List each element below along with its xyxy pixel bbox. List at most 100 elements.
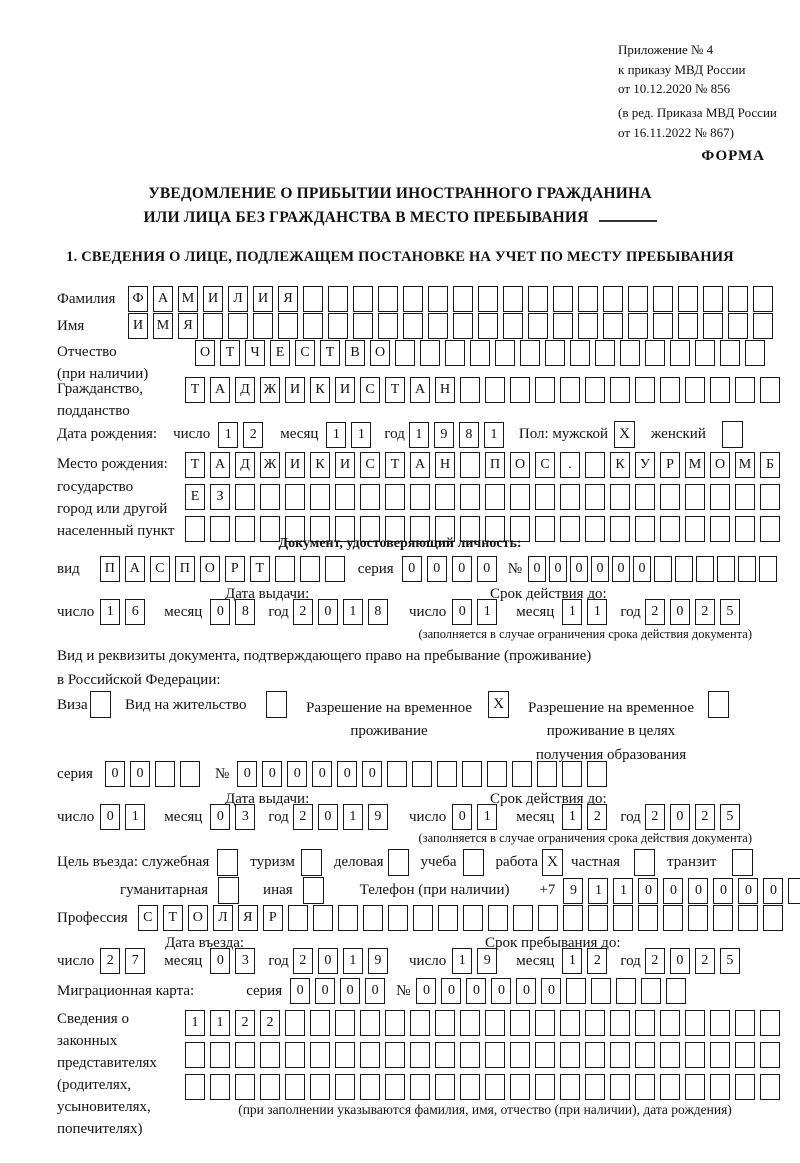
char-cell[interactable]: Т xyxy=(185,377,205,403)
char-cell[interactable] xyxy=(610,516,630,542)
char-cell[interactable] xyxy=(570,340,590,366)
char-cell[interactable] xyxy=(587,761,608,787)
char-cell[interactable]: 2 xyxy=(292,804,313,830)
char-cell[interactable] xyxy=(603,313,623,339)
char-cell[interactable]: Я xyxy=(237,905,258,931)
char-cell[interactable] xyxy=(662,905,683,931)
char-cell[interactable]: Т xyxy=(320,340,340,366)
char-cell[interactable] xyxy=(628,313,648,339)
char-cell[interactable]: А xyxy=(124,556,145,582)
char-cell[interactable] xyxy=(560,1042,580,1068)
char-cell[interactable] xyxy=(637,905,658,931)
char-cell[interactable]: Ф xyxy=(128,286,148,312)
char-cell[interactable]: Р xyxy=(660,452,680,478)
char-cell[interactable]: 1 xyxy=(587,599,608,625)
char-cell[interactable]: 0 xyxy=(287,761,308,787)
char-cell[interactable] xyxy=(503,286,523,312)
char-cell[interactable]: И xyxy=(285,377,305,403)
char-cell[interactable]: И xyxy=(285,452,305,478)
char-cell[interactable] xyxy=(560,1010,580,1036)
char-cell[interactable] xyxy=(487,761,508,787)
char-cell[interactable] xyxy=(585,1010,605,1036)
char-cell[interactable]: 8 xyxy=(235,599,256,625)
char-cell[interactable]: 0 xyxy=(669,599,690,625)
char-cell[interactable]: 2 xyxy=(243,421,264,448)
char-cell[interactable]: Я xyxy=(178,313,198,339)
char-cell[interactable] xyxy=(610,484,630,510)
char-cell[interactable]: 1 xyxy=(351,421,372,448)
char-cell[interactable] xyxy=(591,978,612,1004)
char-cell[interactable]: Ч xyxy=(245,340,265,366)
char-cell[interactable]: К xyxy=(310,377,330,403)
char-cell[interactable] xyxy=(520,340,540,366)
char-cell[interactable]: 2 xyxy=(587,804,608,830)
char-cell[interactable] xyxy=(696,556,714,582)
char-cell[interactable] xyxy=(235,516,255,542)
char-cell[interactable] xyxy=(310,484,330,510)
char-cell[interactable]: 0 xyxy=(129,761,150,787)
char-cell[interactable] xyxy=(553,286,573,312)
char-cell[interactable] xyxy=(537,761,558,787)
char-cell[interactable] xyxy=(278,313,298,339)
char-cell[interactable]: 1 xyxy=(218,421,239,448)
char-cell[interactable] xyxy=(635,1010,655,1036)
char-cell[interactable] xyxy=(585,1074,605,1100)
char-cell[interactable]: И xyxy=(335,452,355,478)
char-cell[interactable]: 1 xyxy=(125,804,146,830)
char-cell[interactable]: 9 xyxy=(563,877,584,904)
char-cell[interactable]: 0 xyxy=(466,978,487,1004)
char-cell[interactable] xyxy=(585,1042,605,1068)
char-cell[interactable]: О xyxy=(710,452,730,478)
char-cell[interactable] xyxy=(510,1042,530,1068)
char-cell[interactable]: 0 xyxy=(663,877,684,904)
char-cell[interactable] xyxy=(735,377,755,403)
char-cell[interactable] xyxy=(641,978,662,1004)
char-cell[interactable] xyxy=(710,1042,730,1068)
char-cell[interactable]: О xyxy=(199,556,220,582)
char-cell[interactable] xyxy=(585,516,605,542)
residence-permit-checkbox[interactable] xyxy=(266,691,287,718)
char-cell[interactable]: Л xyxy=(212,905,233,931)
char-cell[interactable] xyxy=(203,313,223,339)
char-cell[interactable]: В xyxy=(345,340,365,366)
char-cell[interactable] xyxy=(760,1074,780,1100)
char-cell[interactable] xyxy=(312,905,333,931)
char-cell[interactable]: Т xyxy=(385,452,405,478)
char-cell[interactable] xyxy=(453,313,473,339)
sex-female-checkbox[interactable] xyxy=(721,421,743,448)
char-cell[interactable]: 2 xyxy=(587,948,608,974)
char-cell[interactable] xyxy=(310,1074,330,1100)
char-cell[interactable] xyxy=(537,905,558,931)
char-cell[interactable]: 0 xyxy=(441,978,462,1004)
char-cell[interactable] xyxy=(228,313,248,339)
char-cell[interactable] xyxy=(535,516,555,542)
char-cell[interactable]: 0 xyxy=(210,948,231,974)
char-cell[interactable] xyxy=(512,905,533,931)
char-cell[interactable]: 2 xyxy=(694,948,715,974)
char-cell[interactable]: 0 xyxy=(315,978,336,1004)
char-cell[interactable]: Ж xyxy=(260,452,280,478)
char-cell[interactable] xyxy=(185,1074,205,1100)
char-cell[interactable] xyxy=(410,1010,430,1036)
char-cell[interactable]: У xyxy=(635,452,655,478)
char-cell[interactable]: И xyxy=(128,313,148,339)
char-cell[interactable]: 0 xyxy=(713,877,734,904)
char-cell[interactable] xyxy=(717,556,735,582)
char-cell[interactable] xyxy=(285,1074,305,1100)
char-cell[interactable] xyxy=(735,1010,755,1036)
char-cell[interactable] xyxy=(753,313,773,339)
char-cell[interactable]: 0 xyxy=(340,978,361,1004)
char-cell[interactable] xyxy=(210,1042,230,1068)
char-cell[interactable]: 0 xyxy=(312,761,333,787)
char-cell[interactable]: 0 xyxy=(669,804,690,830)
purpose-tourism-checkbox[interactable] xyxy=(300,849,322,876)
char-cell[interactable] xyxy=(535,1074,555,1100)
char-cell[interactable] xyxy=(462,761,483,787)
char-cell[interactable] xyxy=(760,377,780,403)
char-cell[interactable] xyxy=(728,313,748,339)
char-cell[interactable] xyxy=(385,1010,405,1036)
char-cell[interactable] xyxy=(535,1042,555,1068)
char-cell[interactable] xyxy=(735,1042,755,1068)
char-cell[interactable] xyxy=(360,516,380,542)
char-cell[interactable] xyxy=(310,516,330,542)
